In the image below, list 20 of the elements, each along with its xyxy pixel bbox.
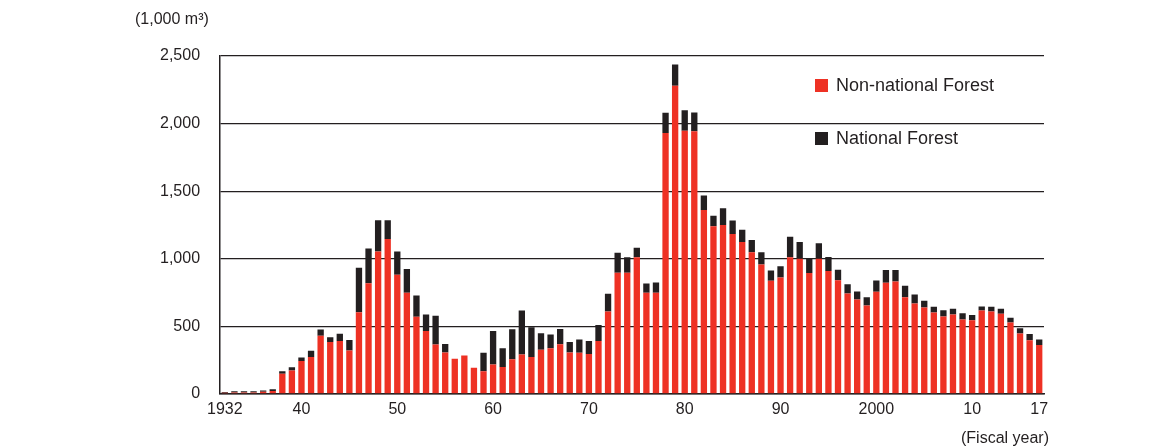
x-tick-label: 17 <box>1030 399 1049 417</box>
y-axis-title: (1,000 m³) <box>135 10 209 27</box>
x-tick-label: 90 <box>771 399 790 417</box>
x-tick-label: 50 <box>388 399 407 417</box>
legend-label: National Forest <box>835 128 958 149</box>
y-tick-label: 1,500 <box>159 181 201 199</box>
y-tick-label: 500 <box>173 316 201 334</box>
x-axis-title: (Fiscal year) <box>960 429 1049 446</box>
y-tick-label: 1,000 <box>159 249 201 267</box>
y-tick-label: 2,000 <box>159 113 201 131</box>
x-tick-label: 1932 <box>207 399 243 417</box>
x-tick-label: 40 <box>292 399 311 417</box>
x-tick-label: 80 <box>675 399 694 417</box>
x-tick-label: 2000 <box>858 399 895 417</box>
x-tick-label: 10 <box>963 399 982 417</box>
legend-label: Non-national Forest <box>835 75 994 96</box>
y-tick-label: 0 <box>191 384 201 402</box>
x-tick-label: 60 <box>484 399 503 417</box>
x-tick-label: 70 <box>580 399 598 417</box>
y-tick-label: 2,500 <box>159 46 201 64</box>
